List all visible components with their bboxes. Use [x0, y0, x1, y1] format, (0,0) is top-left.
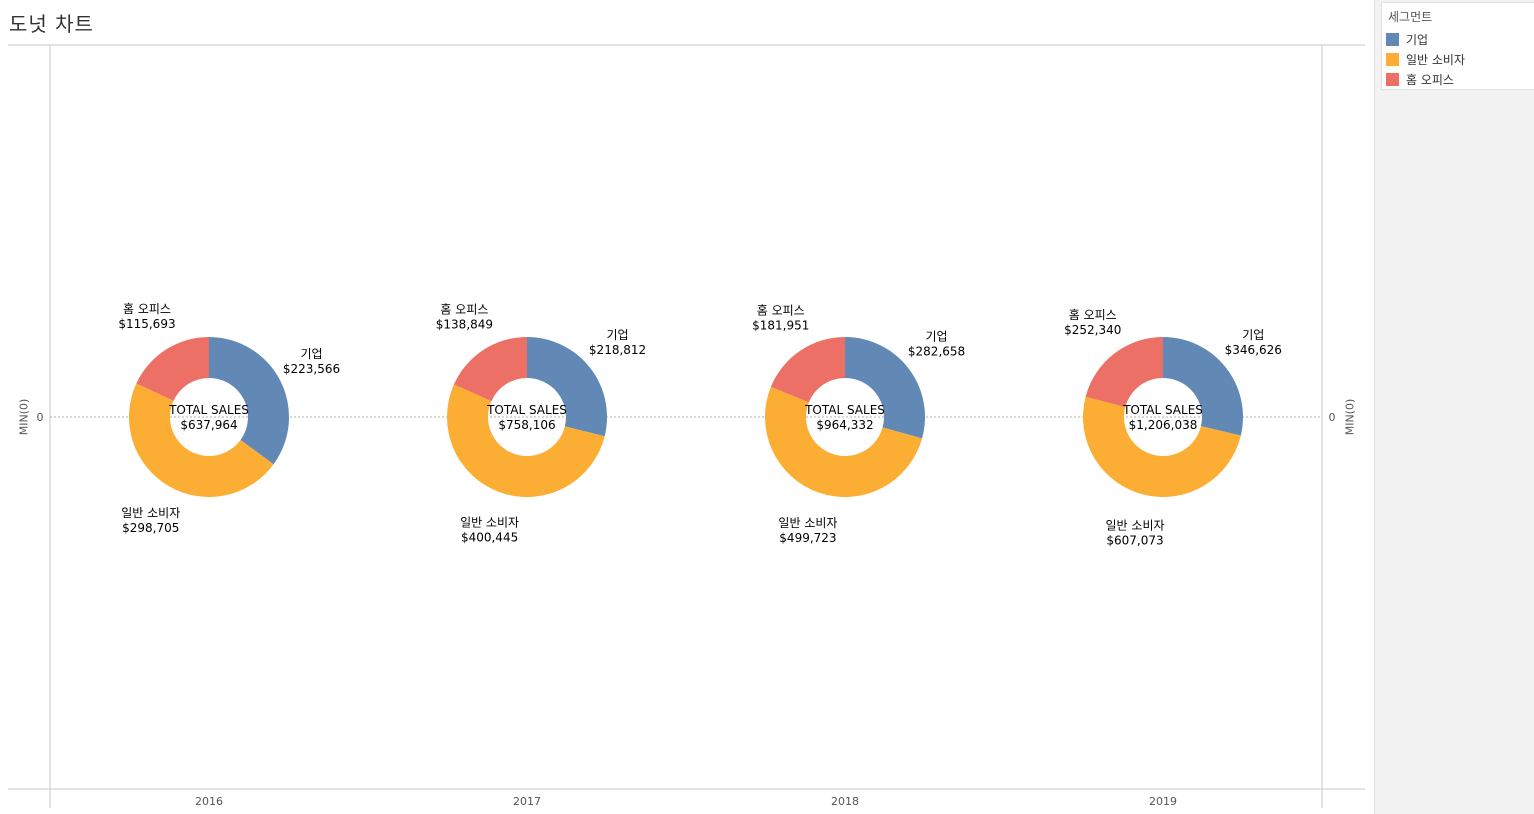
legend-swatch-home-office	[1386, 72, 1399, 86]
center-total-2017: $758,106	[498, 418, 555, 432]
slice-value-corporate-2017: $218,812	[589, 343, 646, 357]
center-total-2016: $637,964	[180, 418, 237, 432]
slice-label-corporate-2018: 기업	[926, 329, 948, 343]
left-axis-label: MIN(0)	[18, 399, 31, 436]
slice-label-home-office-2017: 홈 오피스	[440, 303, 488, 317]
slice-value-consumer-2018: $499,723	[779, 531, 836, 545]
slice-label-corporate-2019: 기업	[1242, 328, 1264, 342]
x-tick-2019: 2019	[1149, 795, 1177, 808]
legend: 세그먼트 기업 일반 소비자 홈 오피스	[1381, 2, 1534, 90]
slice-label-home-office-2016: 홈 오피스	[123, 302, 171, 316]
slice-label-home-office-2018: 홈 오피스	[757, 304, 805, 318]
donut-slice-corporate-2016	[209, 337, 290, 465]
donut-slice-consumer-2016	[128, 383, 274, 498]
legend-swatch-consumer	[1386, 52, 1399, 66]
center-total-2019: $1,206,038	[1129, 418, 1198, 432]
slice-value-home-office-2019: $252,340	[1064, 323, 1121, 337]
slice-value-corporate-2018: $282,658	[908, 344, 965, 358]
legend-item-home-office[interactable]: 홈 오피스	[1386, 71, 1454, 87]
legend-swatch-corporate	[1386, 32, 1399, 46]
donut-slice-consumer-2019	[1082, 396, 1241, 498]
center-label-2016: TOTAL SALES	[168, 403, 249, 417]
donut-slice-corporate-2017	[527, 337, 607, 437]
slice-value-corporate-2016: $223,566	[283, 362, 340, 376]
x-tick-2018: 2018	[831, 795, 859, 808]
slice-label-corporate-2017: 기업	[607, 328, 629, 342]
center-label-2017: TOTAL SALES	[486, 403, 567, 417]
x-tick-2017: 2017	[513, 795, 541, 808]
donut-slice-home-office-2017	[453, 337, 527, 402]
slice-label-consumer-2017: 일반 소비자	[460, 516, 519, 530]
left-axis-tick: 0	[37, 411, 44, 424]
legend-item-corporate[interactable]: 기업	[1386, 31, 1428, 47]
slice-value-home-office-2017: $138,849	[436, 318, 493, 332]
center-total-2018: $964,332	[816, 418, 873, 432]
right-panel	[1374, 0, 1534, 814]
slice-label-home-office-2019: 홈 오피스	[1069, 308, 1117, 322]
slice-value-home-office-2016: $115,693	[118, 317, 175, 331]
slice-value-consumer-2017: $400,445	[461, 531, 518, 545]
donut-slice-consumer-2018	[765, 386, 923, 497]
center-label-2018: TOTAL SALES	[804, 403, 885, 417]
legend-label-corporate: 기업	[1406, 32, 1429, 47]
slice-value-consumer-2019: $607,073	[1106, 534, 1163, 548]
page-title: 도넛 차트	[9, 12, 94, 36]
center-label-2019: TOTAL SALES	[1122, 403, 1203, 417]
donut-slice-home-office-2016	[136, 337, 209, 401]
x-tick-2016: 2016	[195, 795, 223, 808]
donut-slice-home-office-2019	[1085, 337, 1163, 408]
donut-slice-corporate-2018	[845, 337, 926, 439]
legend-label-consumer: 일반 소비자	[1406, 52, 1466, 67]
legend-label-home-office: 홈 오피스	[1406, 72, 1454, 87]
slice-label-consumer-2019: 일반 소비자	[1106, 519, 1165, 533]
right-axis-tick: 0	[1329, 411, 1336, 424]
donut-slice-corporate-2019	[1163, 337, 1243, 436]
right-axis-label: MIN(0)	[1344, 399, 1357, 436]
legend-item-consumer[interactable]: 일반 소비자	[1386, 51, 1465, 67]
legend-title: 세그먼트	[1388, 10, 1433, 24]
donut-slice-consumer-2017	[446, 384, 605, 498]
slice-label-corporate-2016: 기업	[300, 347, 322, 361]
slice-label-consumer-2018: 일반 소비자	[778, 516, 837, 530]
slice-value-corporate-2019: $346,626	[1225, 343, 1282, 357]
slice-value-consumer-2016: $298,705	[122, 521, 179, 535]
slice-value-home-office-2018: $181,951	[752, 319, 809, 333]
slice-label-consumer-2016: 일반 소비자	[121, 506, 180, 520]
donut-slice-home-office-2018	[770, 337, 845, 403]
